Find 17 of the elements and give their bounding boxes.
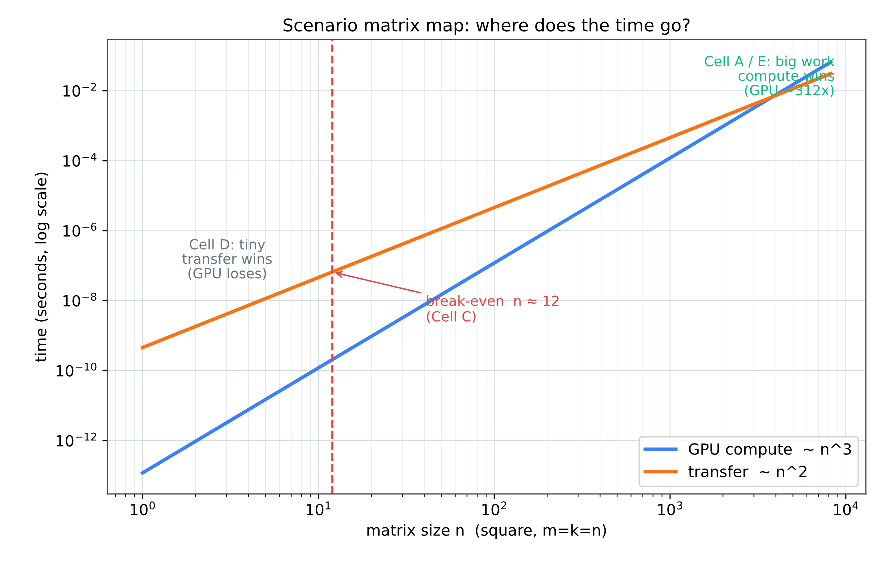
x-axis-title: matrix size n (square, m=k=n)	[368, 524, 606, 540]
y-tick-label: 10$^{−2}$	[64, 82, 96, 97]
chart-title: Scenario matrix map: where does the time go?	[284, 18, 690, 36]
x-tick-label: 10$^{3}$	[658, 502, 682, 516]
y-tick-label: 10$^{−8}$	[64, 292, 97, 307]
x-tick-label: 10$^{2}$	[482, 502, 506, 516]
y-tick-label: 10$^{−12}$	[56, 432, 96, 447]
x-tick-label: 10$^{1}$	[306, 502, 331, 516]
y-tick-label: 10$^{−6}$	[64, 222, 97, 237]
y-axis-title: time (seconds, log scale)	[34, 172, 50, 362]
y-tick-label: 10$^{−10}$	[56, 362, 97, 377]
legend-label: GPU compute ~ n^3	[689, 444, 852, 458]
x-tick-label: 10$^{0}$	[131, 502, 156, 516]
y-tick-label: 10$^{−4}$	[64, 153, 97, 167]
x-tick-label: 10$^{4}$	[834, 502, 858, 516]
annotation: Cell D: tiny transfer wins (GPU loses)	[182, 239, 272, 280]
legend-label: transfer ~ n^2	[688, 466, 807, 478]
